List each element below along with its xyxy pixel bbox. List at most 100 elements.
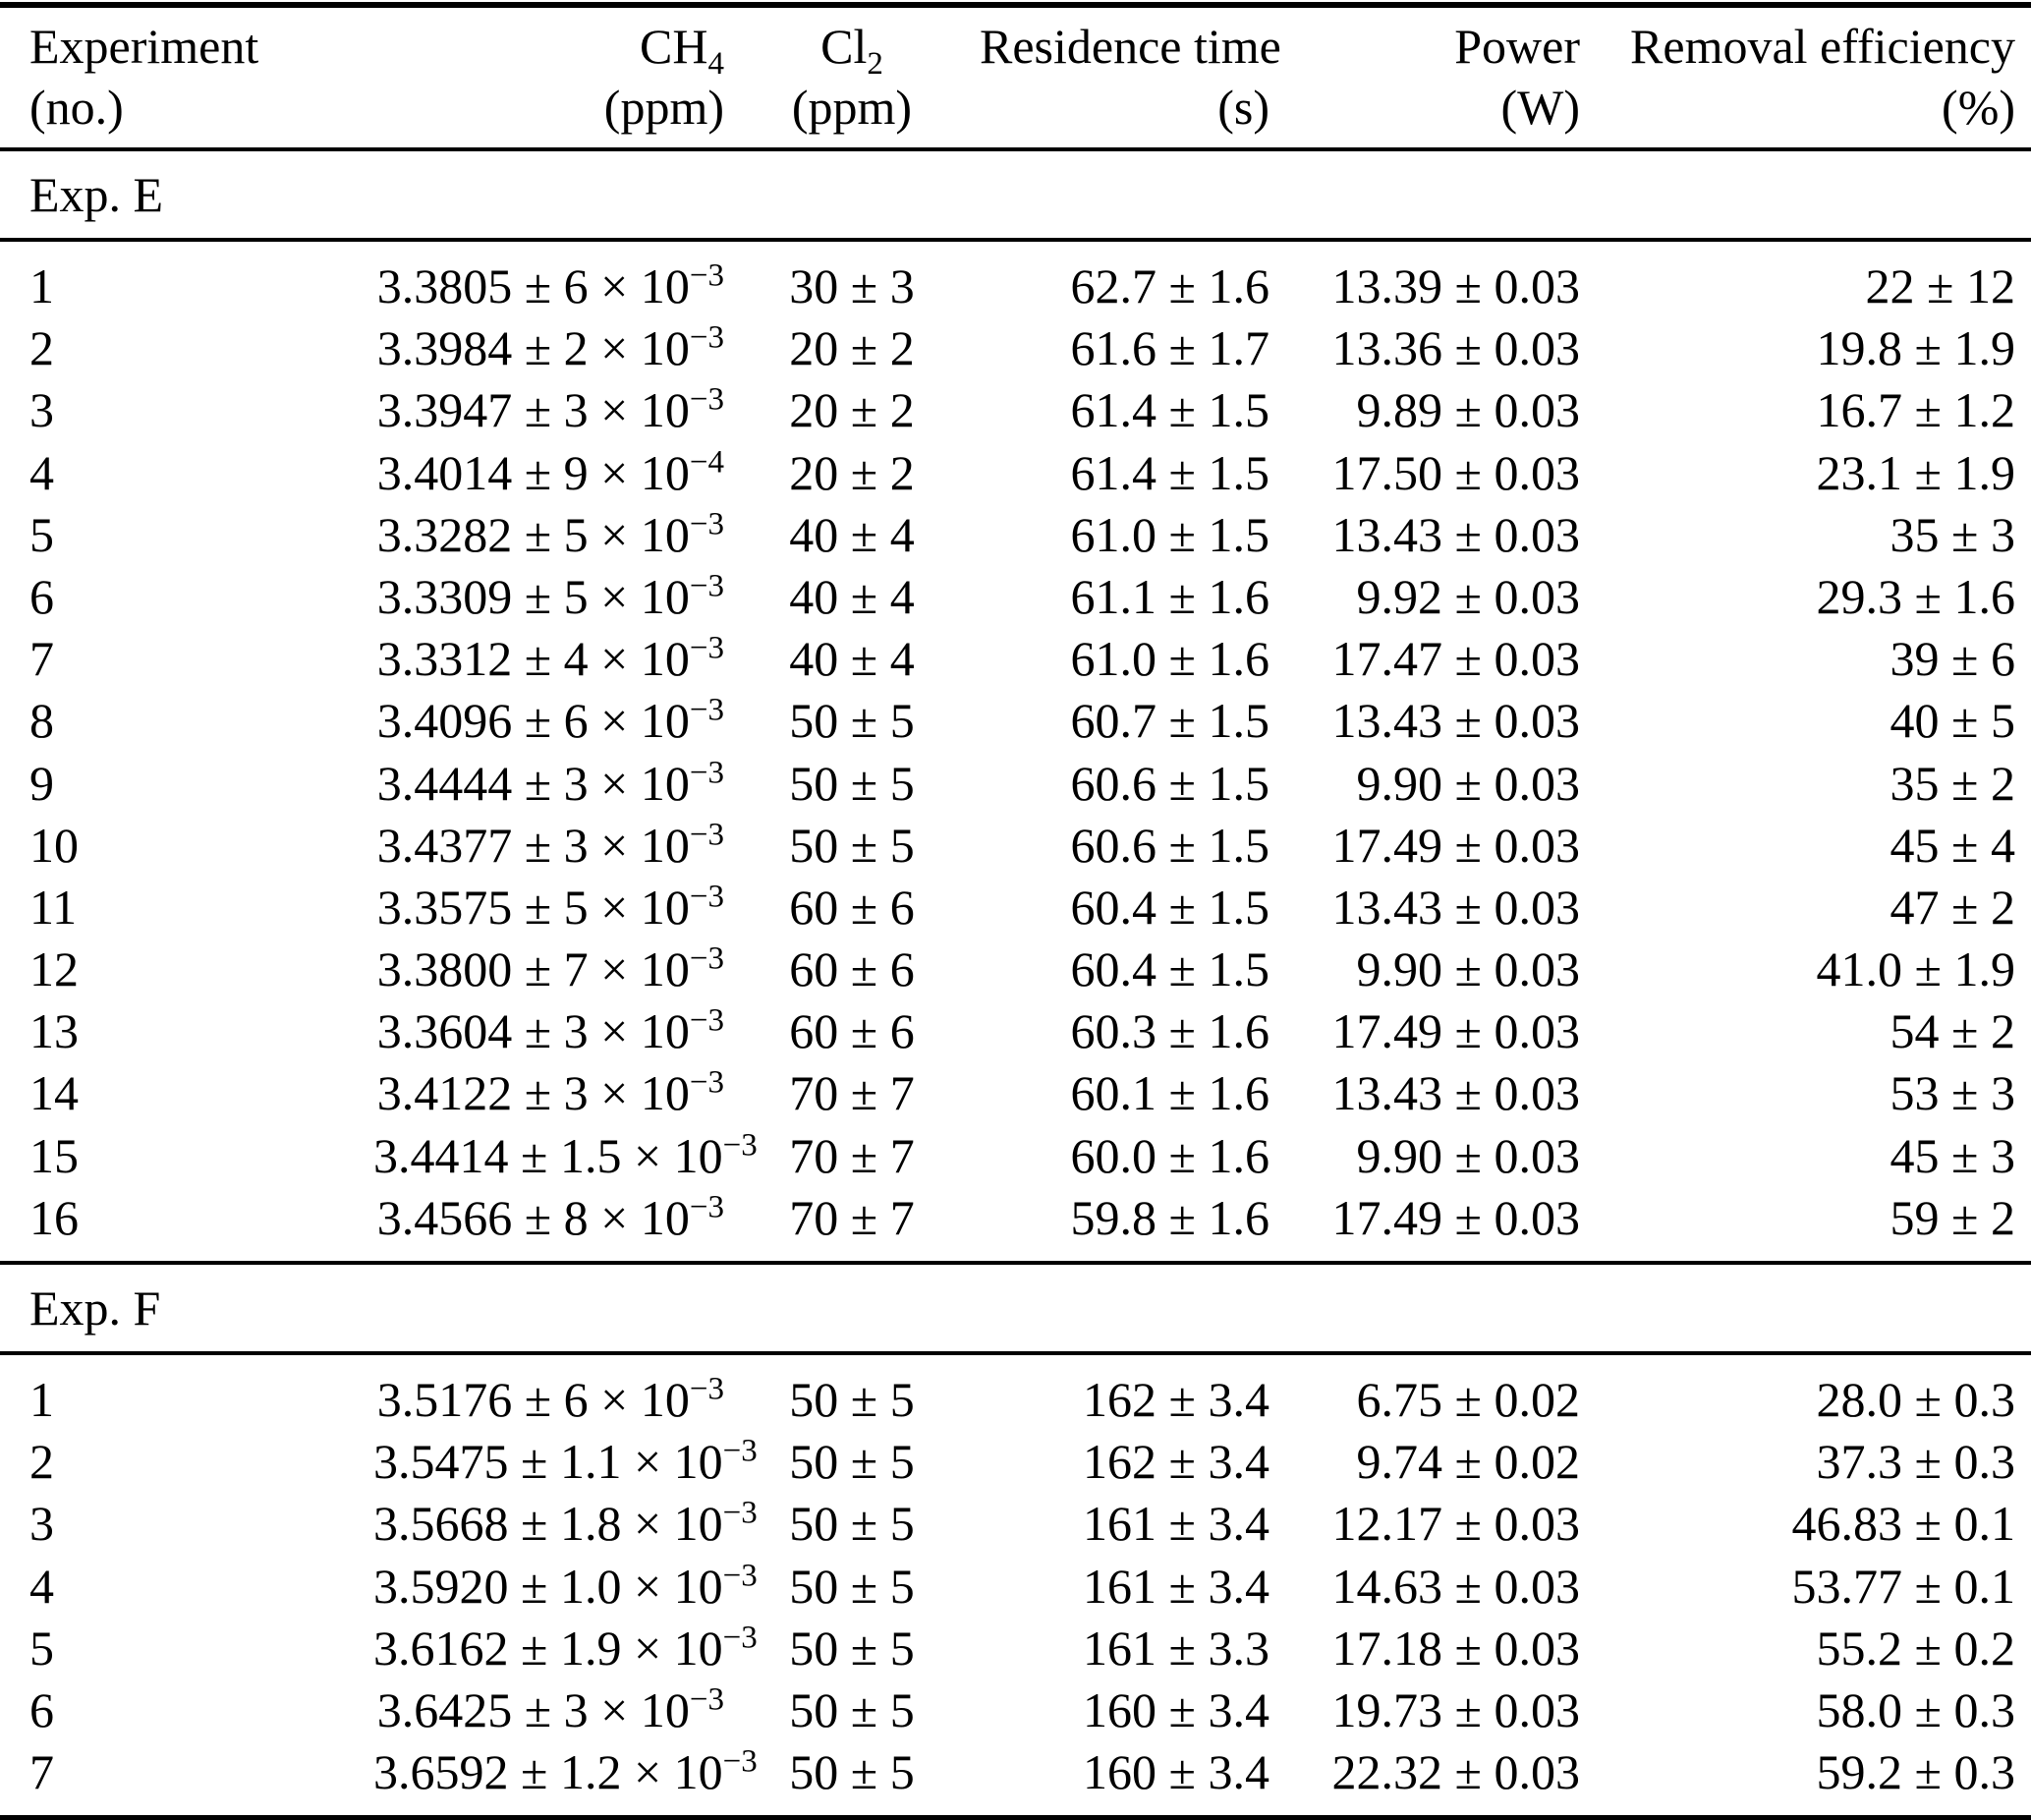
cell-cl2: 70 ± 7 (789, 1065, 915, 1121)
table-row: 4 3.4014 ± 9 × 10−4 20 ± 2 61.4 ± 1.5 17.50 … (29, 442, 2015, 504)
cell-removal-efficiency: 55.2 ± 0.2 (1816, 1620, 2015, 1676)
cell-power: 13.43 ± 0.03 (1331, 879, 1580, 935)
cell-power: 13.43 ± 0.03 (1331, 1065, 1580, 1121)
table-header: Experiment (no.) CH4 (ppm) Cl2 (ppm) Residence… (0, 8, 2031, 147)
cell-residence-time: 62.7 ± 1.6 (1070, 258, 1269, 313)
cell-ch4: 3.6592 ± 1.2 × 10−3 (373, 1743, 758, 1800)
cell-residence-time: 59.8 ± 1.6 (1070, 1189, 1269, 1245)
header-unit-residence-time: (s) (1217, 80, 1269, 135)
cell-experiment: 8 (29, 693, 54, 749)
cell-ch4: 3.3805 ± 6 × 10−3 (376, 257, 724, 313)
cell-power: 19.73 ± 0.03 (1331, 1681, 1580, 1737)
section-e-rows: 1 3.3805 ± 6 × 10−3 30 ± 3 62.7 ± 1.6 13.39 … (0, 242, 2031, 1261)
table-row: 8 3.4096 ± 6 × 10−3 50 ± 5 60.7 ± 1.5 13.43 … (29, 690, 2015, 752)
table-row: 2 3.5475 ± 1.1 × 10−3 50 ± 5 162 ± 3.4 9.74 … (29, 1431, 2015, 1493)
cell-removal-efficiency: 53.77 ± 0.1 (1791, 1558, 2015, 1614)
cell-power: 9.92 ± 0.03 (1356, 568, 1580, 624)
cell-cl2: 70 ± 7 (789, 1127, 915, 1183)
table-row: 12 3.3800 ± 7 × 10−3 60 ± 6 60.4 ± 1.5 9.90 … (29, 938, 2015, 1000)
cell-experiment: 1 (29, 258, 54, 313)
cell-power: 9.90 ± 0.03 (1356, 1127, 1580, 1183)
cell-ch4: 3.4444 ± 3 × 10−3 (376, 754, 724, 811)
header-unit-removal-efficiency: (%) (1942, 80, 2015, 135)
header-label-removal-efficiency: Removal efficiency (1630, 19, 2015, 74)
cell-ch4: 3.3282 ± 5 × 10−3 (376, 506, 724, 562)
cell-residence-time: 162 ± 3.4 (1083, 1434, 1269, 1490)
cell-cl2: 40 ± 4 (789, 568, 915, 624)
header-cell-residence-time: Residence time (s) (980, 16, 1281, 147)
cell-experiment: 9 (29, 755, 54, 811)
cell-removal-efficiency: 40 ± 5 (1890, 693, 2015, 749)
cell-residence-time: 60.4 ± 1.5 (1070, 879, 1269, 935)
cell-cl2: 50 ± 5 (789, 693, 915, 749)
cell-power: 9.90 ± 0.03 (1356, 755, 1580, 811)
cell-cl2: 50 ± 5 (789, 1744, 915, 1800)
cell-residence-time: 60.6 ± 1.5 (1070, 817, 1269, 873)
cell-residence-time: 61.0 ± 1.6 (1070, 631, 1269, 687)
cell-power: 17.47 ± 0.03 (1331, 631, 1580, 687)
table-row: 14 3.4122 ± 3 × 10−3 70 ± 7 60.1 ± 1.6 13.43… (29, 1062, 2015, 1124)
cell-experiment: 2 (29, 320, 54, 376)
header-label-cl2: Cl2 (820, 19, 883, 82)
header-divider-rule (0, 147, 2031, 151)
cell-removal-efficiency: 47 ± 2 (1890, 879, 2015, 935)
cell-removal-efficiency: 41.0 ± 1.9 (1816, 941, 2015, 997)
cell-removal-efficiency: 37.3 ± 0.3 (1816, 1434, 2015, 1490)
cell-cl2: 40 ± 4 (789, 631, 915, 687)
header-cell-cl2: Cl2 (ppm) (724, 16, 980, 147)
cell-ch4: 3.4014 ± 9 × 10−4 (376, 443, 724, 500)
cell-removal-efficiency: 45 ± 3 (1890, 1127, 2015, 1183)
cell-ch4: 3.3575 ± 5 × 10−3 (376, 879, 724, 935)
cell-residence-time: 161 ± 3.4 (1083, 1558, 1269, 1614)
cell-experiment: 4 (29, 1558, 54, 1614)
cell-power: 22.32 ± 0.03 (1331, 1744, 1580, 1800)
table-row: 16 3.4566 ± 8 × 10−3 70 ± 7 59.8 ± 1.6 17.49… (29, 1187, 2015, 1249)
cell-ch4: 3.4096 ± 6 × 10−3 (376, 692, 724, 749)
table-row: 5 3.3282 ± 5 × 10−3 40 ± 4 61.0 ± 1.5 13.43 … (29, 504, 2015, 566)
header-unit-experiment: (no.) (29, 80, 124, 135)
cell-experiment: 5 (29, 506, 54, 562)
cell-residence-time: 60.1 ± 1.6 (1070, 1065, 1269, 1121)
cell-removal-efficiency: 23.1 ± 1.9 (1816, 444, 2015, 500)
cell-ch4: 3.5176 ± 6 × 10−3 (376, 1371, 724, 1427)
cell-residence-time: 161 ± 3.4 (1083, 1496, 1269, 1552)
cell-ch4: 3.3312 ± 4 × 10−3 (376, 630, 724, 687)
cell-residence-time: 61.6 ± 1.7 (1070, 320, 1269, 376)
cell-removal-efficiency: 45 ± 4 (1890, 817, 2015, 873)
cell-experiment: 14 (29, 1065, 79, 1121)
cell-power: 13.43 ± 0.03 (1331, 506, 1580, 562)
cell-residence-time: 60.7 ± 1.5 (1070, 693, 1269, 749)
cell-experiment: 12 (29, 941, 79, 997)
table-row: 10 3.4377 ± 3 × 10−3 50 ± 5 60.6 ± 1.5 17.49… (29, 815, 2015, 877)
cell-removal-efficiency: 46.83 ± 0.1 (1791, 1496, 2015, 1552)
cell-power: 17.49 ± 0.03 (1331, 1003, 1580, 1059)
header-unit-power: (W) (1500, 80, 1581, 135)
cell-cl2: 50 ± 5 (789, 817, 915, 873)
cell-power: 6.75 ± 0.02 (1356, 1372, 1580, 1427)
bottom-rule (0, 1815, 2031, 1820)
header-label-power: Power (1454, 19, 1580, 74)
cell-power: 12.17 ± 0.03 (1331, 1496, 1580, 1552)
cell-experiment: 7 (29, 1744, 54, 1800)
cell-residence-time: 162 ± 3.4 (1083, 1372, 1269, 1427)
cell-cl2: 50 ± 5 (789, 1496, 915, 1552)
top-rule (0, 2, 2031, 8)
cell-residence-time: 60.3 ± 1.6 (1070, 1003, 1269, 1059)
cell-cl2: 40 ± 4 (789, 506, 915, 562)
table-row: 5 3.6162 ± 1.9 × 10−3 50 ± 5 161 ± 3.3 17.18… (29, 1618, 2015, 1679)
section-label-exp-e: Exp. E (29, 167, 164, 222)
cell-ch4: 3.3800 ± 7 × 10−3 (376, 940, 724, 997)
header-cell-power: Power (W) (1269, 16, 1580, 147)
cell-residence-time: 61.0 ± 1.5 (1070, 506, 1269, 562)
cell-removal-efficiency: 35 ± 2 (1890, 755, 2015, 811)
table-row: 11 3.3575 ± 5 × 10−3 60 ± 6 60.4 ± 1.5 13.43… (29, 877, 2015, 938)
cell-residence-time: 61.4 ± 1.5 (1070, 382, 1269, 438)
cell-power: 13.39 ± 0.03 (1331, 258, 1580, 313)
cell-power: 17.18 ± 0.03 (1331, 1620, 1580, 1676)
table-row: 1 3.3805 ± 6 × 10−3 30 ± 3 62.7 ± 1.6 13.39 … (29, 256, 2015, 317)
cell-power: 9.89 ± 0.03 (1356, 382, 1580, 438)
cell-residence-time: 61.1 ± 1.6 (1070, 568, 1269, 624)
cell-cl2: 50 ± 5 (789, 1434, 915, 1490)
cell-power: 9.74 ± 0.02 (1356, 1434, 1580, 1490)
cell-experiment: 5 (29, 1620, 54, 1676)
